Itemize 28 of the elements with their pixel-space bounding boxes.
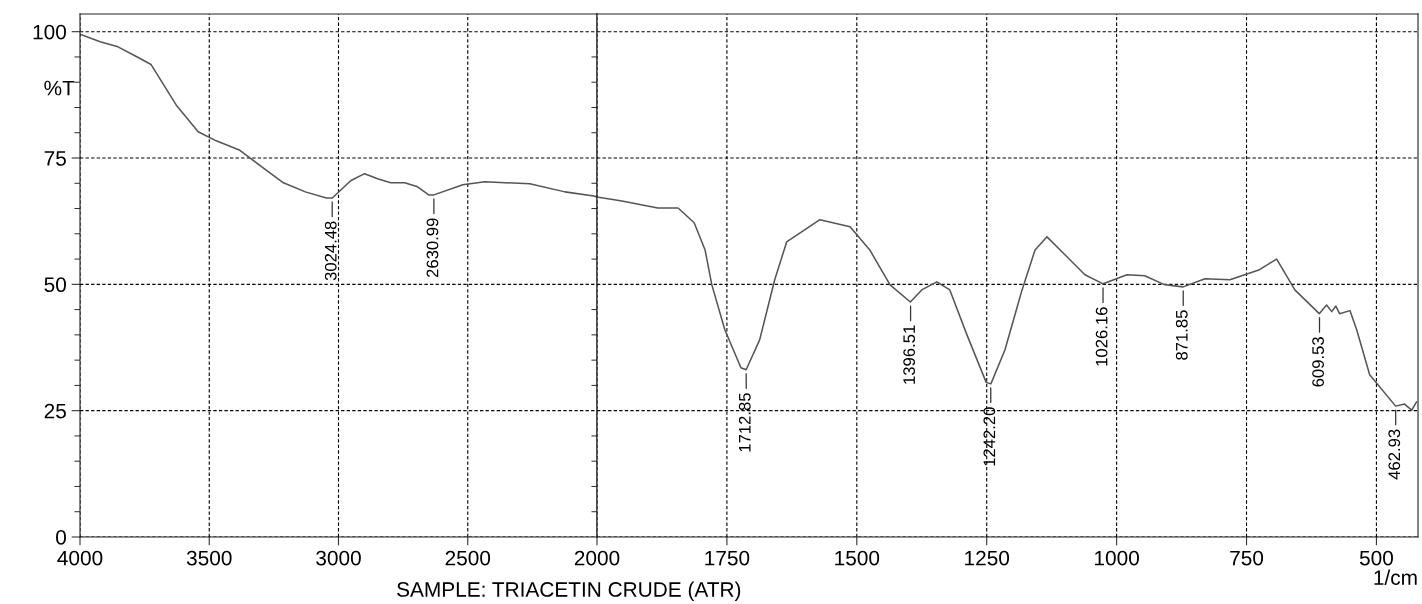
x-tick-label: 1750 [705, 550, 750, 566]
annotation: 1242.20 [983, 407, 996, 466]
y-tick-label: 0 [56, 530, 66, 545]
y-tick-label: 75 [44, 151, 66, 166]
y-tick-label: 50 [44, 277, 66, 293]
annotation: 1026.16 [1095, 307, 1108, 366]
x-tick-label: 500 [1359, 550, 1393, 566]
annotation: 1712.85 [738, 393, 751, 452]
annotation: 1396.51 [903, 325, 916, 384]
annotation: 609.53 [1312, 337, 1324, 387]
x-tick-label: 3000 [316, 550, 361, 566]
x-tick-label: 2000 [574, 550, 620, 566]
y-axis-title: %T [44, 80, 75, 96]
x-tick-label: 750 [1230, 550, 1264, 566]
x-tick-label: 3500 [186, 550, 232, 566]
text: SAMPLE: TRIACETIN CRUDE (ATR) [397, 581, 741, 601]
y-tick-label: 100 [33, 24, 66, 40]
x-tick-label: 4000 [57, 550, 103, 566]
annotation: 871.85 [1175, 310, 1188, 360]
annotation: 462.93 [1388, 429, 1401, 480]
y-tick-label: 25 [44, 403, 66, 419]
x-tick-label: 1500 [835, 550, 880, 566]
x-tick-label: 2500 [445, 550, 491, 566]
x-tick-label: 1250 [965, 550, 1010, 566]
annotation: 3024.48 [324, 221, 337, 281]
x-axis-title: 1/cm [1374, 569, 1417, 585]
annotation: 2630.99 [426, 218, 439, 278]
x-tick-label: 1000 [1095, 550, 1139, 566]
